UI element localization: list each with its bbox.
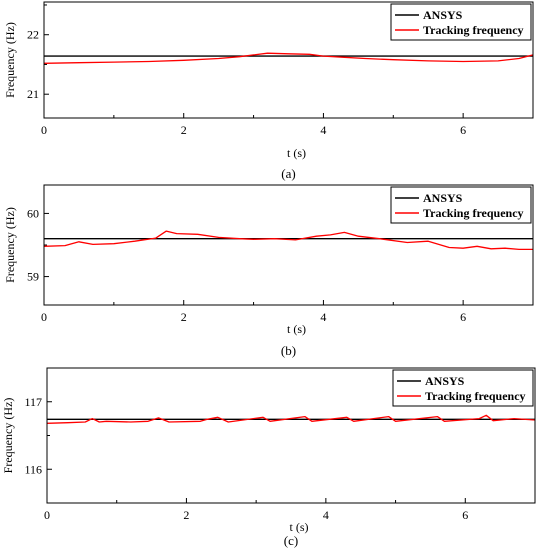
plot-frame — [43, 1, 534, 119]
x-axis-label: t (s) — [287, 146, 306, 160]
y-axis-label: Frequency (Hz) — [3, 22, 17, 98]
x-tick-label: 4 — [320, 310, 326, 324]
x-tick-label: 2 — [181, 123, 187, 137]
x-tick-label: 2 — [181, 310, 187, 324]
y-axis-label: Frequency (Hz) — [1, 398, 15, 474]
tracking-frequency-line — [46, 414, 536, 424]
x-tick-label: 0 — [41, 123, 47, 137]
chart-panel-2: 0 2 4 6 59 60 t (s) Frequency (Hz) (b) ANSYSTrack… — [3, 184, 534, 358]
x-tick-label: 4 — [323, 508, 329, 522]
panel-label: (b) — [281, 343, 296, 358]
legend-box — [392, 369, 534, 407]
x-tick-label: 6 — [460, 123, 466, 137]
tracking-frequency-line — [43, 52, 534, 64]
y-tick-label: 60 — [27, 206, 39, 220]
legend-tracking-label: Tracking frequency — [423, 206, 524, 220]
x-tick-label: 0 — [41, 310, 47, 324]
legend-ansys-label: ANSYS — [423, 8, 463, 22]
x-axis-label: t (s) — [287, 322, 306, 336]
x-tick-label: 0 — [44, 508, 50, 522]
chart-panel-3: 0 2 4 6 116 117 t (s) Frequency (Hz) (c) ANSYSTra… — [1, 367, 536, 548]
legend-ansys-label: ANSYS — [423, 191, 463, 205]
x-tick-label: 6 — [460, 310, 466, 324]
legend-tracking-label: Tracking frequency — [425, 389, 526, 403]
legend-box — [390, 186, 532, 224]
x-tick-label: 6 — [462, 508, 468, 522]
tracking-frequency-line — [43, 230, 533, 251]
legend-box — [390, 3, 532, 41]
x-tick-label: 2 — [183, 508, 189, 522]
y-tick-label: 116 — [24, 462, 42, 476]
chart-panel-1: 0 2 4 6 21 22 t (s) Frequency (Hz) (a) ANSYSTrack… — [3, 1, 534, 181]
panel-label: (c) — [284, 533, 298, 548]
panel-label: (a) — [281, 166, 295, 181]
y-tick-label: 21 — [27, 87, 39, 101]
y-tick-label: 22 — [27, 28, 39, 42]
legend-tracking-label: Tracking frequency — [423, 23, 524, 37]
y-tick-label: 59 — [27, 270, 39, 284]
y-axis-label: Frequency (Hz) — [3, 207, 17, 283]
y-tick-label: 117 — [24, 395, 42, 409]
x-tick-label: 4 — [320, 123, 326, 137]
legend-ansys-label: ANSYS — [425, 374, 465, 388]
x-axis-label: t (s) — [290, 520, 309, 534]
